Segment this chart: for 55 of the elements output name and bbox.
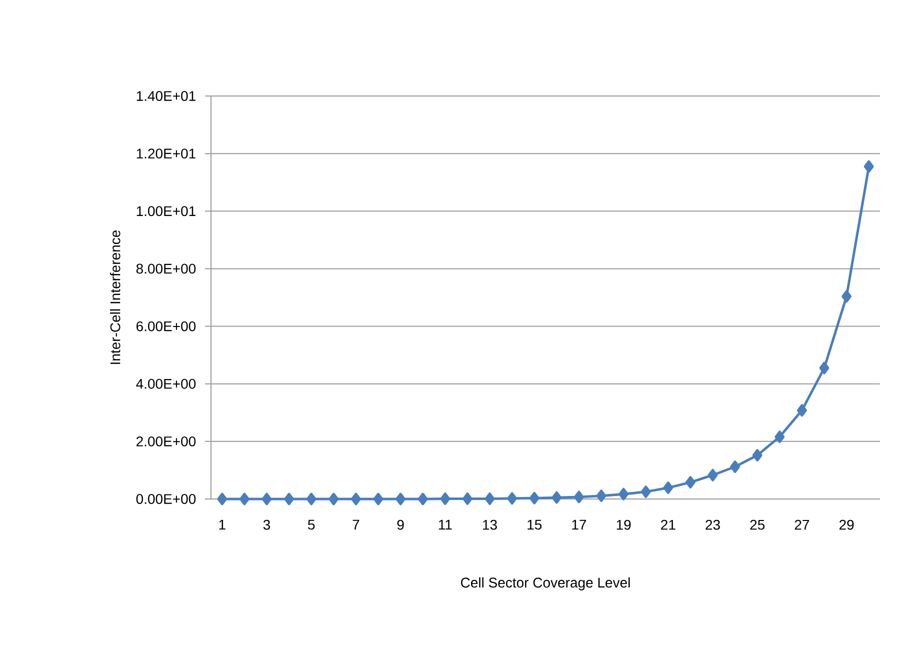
y-tick-label: 0.00E+00 (136, 494, 196, 504)
point (418, 492, 428, 506)
y-tick-label: 1.00E+01 (136, 206, 196, 216)
y-tick-label: 6.00E+00 (136, 321, 196, 332)
point (752, 449, 762, 462)
x-tick-label: 11 (438, 520, 452, 530)
point (596, 490, 606, 502)
point (685, 476, 696, 489)
point (864, 160, 874, 173)
x-tick-label: 29 (839, 520, 854, 530)
point (306, 492, 316, 506)
point (484, 492, 495, 505)
point (796, 404, 807, 417)
x-tick-label: 19 (616, 520, 631, 530)
point (350, 492, 361, 506)
x-tick-label: 17 (572, 520, 586, 530)
point (663, 482, 674, 494)
point (640, 486, 651, 498)
point (618, 488, 629, 500)
x-tick-label: 23 (706, 520, 720, 530)
y-tick-label: 2.00E+00 (136, 436, 196, 446)
point (819, 362, 830, 374)
point (373, 492, 384, 506)
x-tick-label: 15 (528, 520, 542, 530)
point (774, 430, 785, 444)
y-tick-label: 1.20E+01 (136, 148, 196, 159)
x-axis-title: Cell Sector Coverage Level (461, 577, 630, 590)
x-tick-label: 1 (219, 520, 226, 530)
point (842, 290, 852, 303)
point (462, 492, 472, 505)
point (396, 492, 406, 506)
point (730, 460, 740, 473)
point (262, 492, 272, 506)
point (574, 490, 584, 504)
point (284, 492, 294, 506)
x-tick-label: 7 (352, 520, 360, 530)
x-tick-label: 27 (794, 520, 810, 530)
point (708, 468, 718, 482)
y-tick-label: 4.00E+00 (136, 378, 196, 389)
y-tick-label: 1.40E+01 (136, 91, 196, 101)
point (529, 492, 540, 504)
point (217, 492, 228, 506)
x-tick-label: 3 (263, 520, 270, 530)
point (507, 492, 518, 505)
y-axis-title: Inter-Cell Interference (110, 230, 120, 364)
point (440, 492, 450, 505)
x-tick-label: 21 (661, 520, 676, 530)
point (239, 492, 250, 506)
point (328, 492, 339, 506)
x-tick-label: 5 (308, 520, 315, 530)
point (552, 491, 562, 504)
x-tick-label: 25 (750, 520, 765, 530)
x-tick-label: 13 (483, 520, 497, 530)
x-tick-label: 9 (397, 520, 404, 530)
y-tick-label: 8.00E+00 (136, 264, 196, 274)
